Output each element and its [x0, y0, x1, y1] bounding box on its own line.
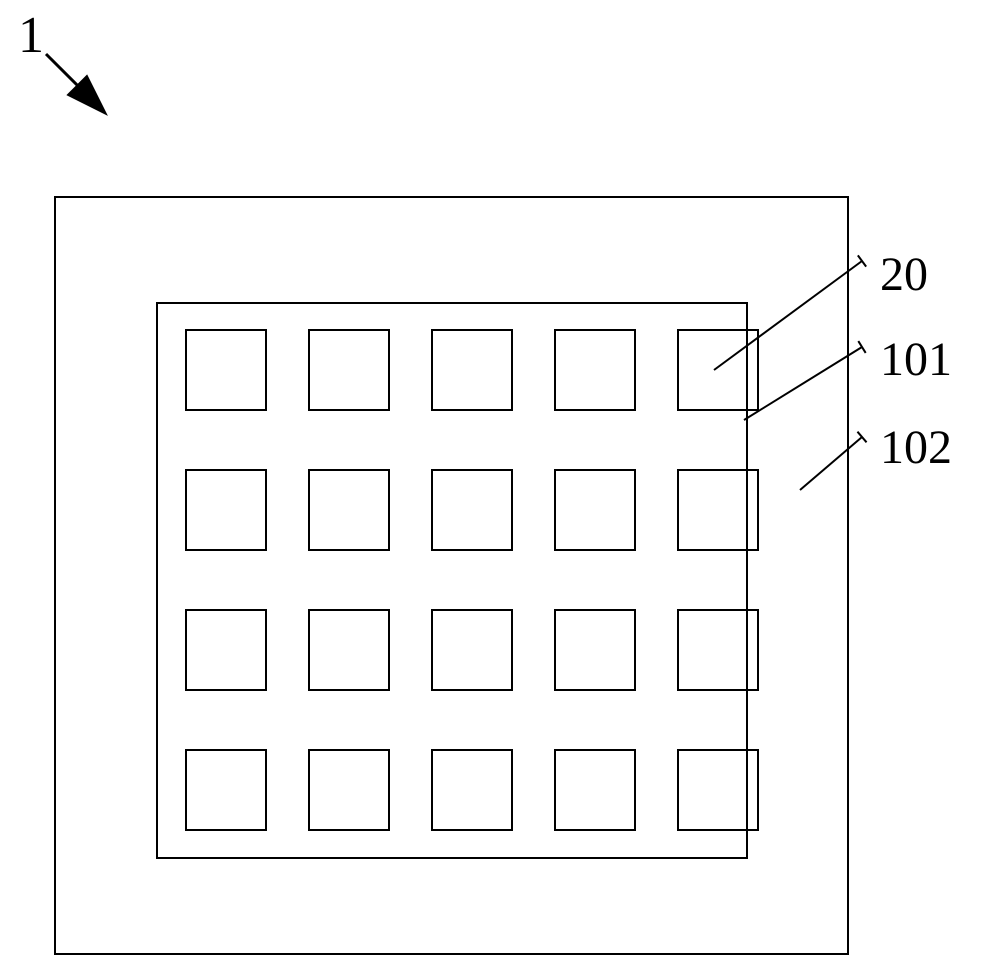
label-20-text: 20 — [880, 248, 928, 301]
label-1-text: 1 — [18, 7, 44, 64]
label-101-text: 101 — [880, 333, 952, 386]
label-102-text: 102 — [880, 421, 952, 474]
canvas-bg — [0, 0, 1000, 973]
diagram-svg: 1 20 101 102 — [0, 0, 1000, 973]
